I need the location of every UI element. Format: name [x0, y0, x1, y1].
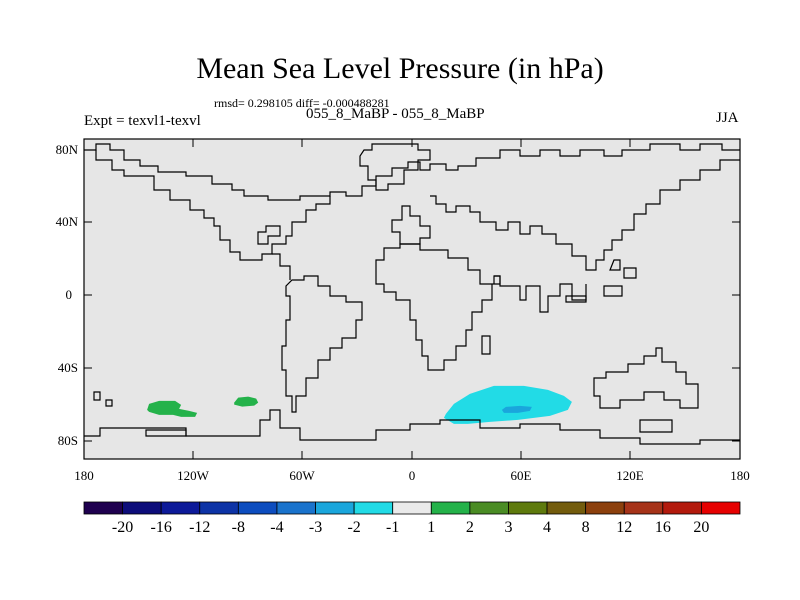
colorbar-label: 12 [616, 519, 632, 536]
lon-label-120e: 120E [616, 468, 644, 483]
positive-anomaly-2 [234, 396, 259, 407]
season-label: JJA [716, 110, 739, 126]
colorbar-swatch [315, 501, 355, 515]
lon-label-180e: 180 [730, 468, 750, 483]
colorbar-label: -20 [112, 519, 133, 536]
colorbar-label: 2 [466, 519, 474, 536]
colorbar-label: 4 [543, 519, 551, 536]
colorbar: -20 -16 -12 -8 -4 -3 -2 -1 1 2 3 4 8 12 16 20 [83, 501, 741, 536]
map-background [84, 139, 740, 459]
colorbar-label: 20 [693, 519, 709, 536]
colorbar-swatch [469, 501, 509, 515]
lat-axis: 80N 40N 0 40S 80S [56, 142, 740, 448]
anomaly-layer [147, 385, 572, 424]
colorbar-swatch [546, 501, 587, 515]
negative-anomaly [443, 385, 572, 424]
lat-label-80n: 80N [56, 142, 79, 157]
lat-label-80s: 80S [58, 433, 78, 448]
colorbar-label: -3 [309, 519, 322, 536]
lat-label-0: 0 [66, 287, 73, 302]
experiment-label: Expt = texvl1-texvl [84, 113, 201, 129]
colorbar-label: -2 [347, 519, 360, 536]
positive-anomaly-1 [147, 400, 198, 417]
colorbar-swatch [662, 501, 702, 515]
colorbar-swatch [122, 501, 162, 515]
colorbar-label: -12 [189, 519, 210, 536]
colorbar-label: -1 [386, 519, 399, 536]
lon-label-0: 0 [409, 468, 416, 483]
colorbar-swatch [160, 501, 201, 515]
colorbar-swatch [623, 501, 664, 515]
colorbar-label: -16 [151, 519, 172, 536]
colorbar-label: -4 [270, 519, 283, 536]
colorbar-swatch [237, 501, 278, 515]
lat-label-40s: 40S [58, 360, 78, 375]
colorbar-swatch [701, 501, 741, 515]
negative-anomaly-core [501, 405, 532, 413]
coastlines [84, 143, 740, 445]
colorbar-label: 16 [655, 519, 671, 536]
colorbar-swatch [430, 501, 471, 515]
colorbar-swatch [353, 501, 394, 515]
colorbar-label: 8 [582, 519, 590, 536]
colorbar-label: -8 [232, 519, 245, 536]
page-title: Mean Sea Level Pressure (in hPa) [196, 52, 604, 85]
colorbar-swatch [83, 501, 123, 515]
colorbar-swatch [508, 501, 548, 515]
colorbar-swatch [585, 501, 625, 515]
colorbar-swatch [199, 501, 239, 515]
lat-label-40n: 40N [56, 214, 79, 229]
colorbar-label: 3 [504, 519, 512, 536]
lon-label-60w: 60W [289, 468, 315, 483]
colorbar-label: 1 [427, 519, 435, 536]
comparison-text: 055_8_MaBP - 055_8_MaBP [306, 106, 485, 122]
lon-label-60e: 60E [511, 468, 532, 483]
lon-axis: 180 120W 60W 0 60E 120E 180 [74, 139, 750, 483]
lon-label-120w: 120W [177, 468, 210, 483]
lon-label-180w: 180 [74, 468, 94, 483]
colorbar-swatch [392, 501, 432, 515]
colorbar-swatch [276, 501, 316, 515]
stats-text: rmsd= 0.298105 diff= -0.000488281 [214, 96, 390, 110]
